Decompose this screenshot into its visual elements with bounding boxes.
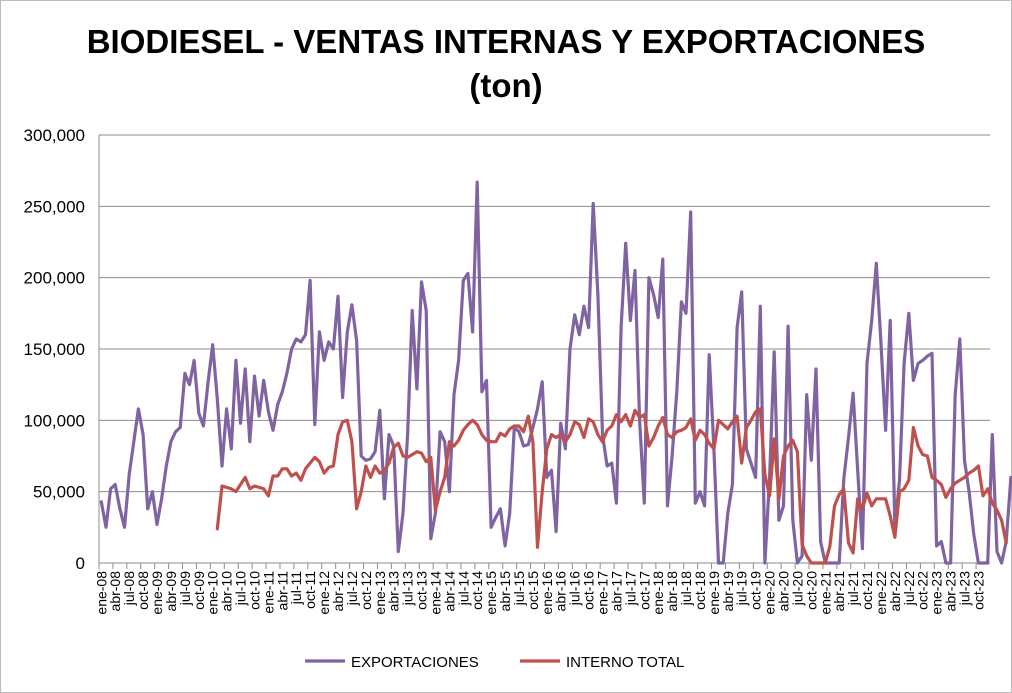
- series-line-1: [215, 407, 1008, 565]
- x-tick-label: jul-10: [233, 571, 249, 606]
- x-tick-label: abr-22: [887, 571, 903, 612]
- x-tick-label: oct-09: [191, 571, 207, 610]
- x-tick-label: ene-10: [205, 571, 221, 615]
- x-tick-label: oct-08: [135, 571, 151, 610]
- x-tick-label: oct-11: [302, 571, 318, 609]
- x-tick-label: abr-15: [497, 571, 513, 612]
- x-tick-label: ene-22: [873, 571, 889, 615]
- x-tick-label: jul-23: [956, 571, 972, 606]
- legend: EXPORTACIONES INTERNO TOTAL: [305, 654, 684, 671]
- x-tick-label: abr-09: [163, 571, 179, 612]
- x-tick-label: abr-19: [720, 571, 736, 612]
- x-tick-label: jul-08: [121, 571, 137, 606]
- x-tick-label: ene-21: [817, 571, 833, 615]
- x-tick-label: abr-13: [386, 571, 402, 612]
- x-tick-label: abr-14: [441, 571, 457, 612]
- x-tick-label: oct-20: [803, 571, 819, 610]
- x-tick-label: ene-17: [595, 571, 611, 615]
- x-tick-label: abr-23: [943, 571, 959, 612]
- x-tick-label: oct-22: [915, 571, 931, 610]
- y-tick-label: 300,000: [24, 126, 85, 145]
- x-tick-label: jul-11: [288, 571, 304, 605]
- x-tick-label: oct-10: [246, 571, 262, 610]
- y-tick-label: 50,000: [33, 483, 85, 502]
- y-tick-label: 250,000: [24, 197, 85, 216]
- chart-title-line: BIODIESEL - VENTAS INTERNAS Y EXPORTACIO…: [86, 23, 926, 60]
- x-tick-label: jul-20: [789, 571, 805, 606]
- x-tick-label: oct-12: [358, 571, 374, 610]
- x-tick-label: ene-23: [929, 571, 945, 615]
- chart-subtitle: (ton): [469, 67, 543, 104]
- series-lines: [99, 180, 1012, 565]
- legend-label-0: EXPORTACIONES: [351, 654, 479, 671]
- x-tick-label: ene-20: [762, 571, 778, 615]
- x-tick-label: jul-22: [901, 571, 917, 606]
- x-tick-label: oct-23: [970, 571, 986, 610]
- y-tick-label: 100,000: [24, 411, 85, 430]
- axes: 0 50,000 100,000 150,000 200,000 250,000 300,0…: [24, 126, 990, 615]
- x-tick-label: oct-18: [692, 571, 708, 610]
- x-tick-label: jul-14: [455, 571, 471, 606]
- x-tick-label: oct-15: [525, 571, 541, 610]
- x-tick-label: jul-12: [344, 571, 360, 606]
- x-tick-label: abr-10: [219, 571, 235, 612]
- x-tick-label: jul-16: [567, 571, 583, 606]
- x-tick-label: jul-13: [400, 571, 416, 606]
- x-tick-label: jul-21: [845, 571, 861, 606]
- x-tick-label: ene-15: [483, 571, 499, 615]
- x-tick-label: abr-08: [107, 571, 123, 612]
- x-tick-label: ene-08: [93, 571, 109, 615]
- x-tick-label: oct-21: [859, 571, 875, 610]
- x-tick-label: ene-09: [149, 571, 165, 615]
- x-tick-label: ene-12: [316, 571, 332, 615]
- x-tick-label: abr-12: [330, 571, 346, 612]
- x-tick-label: jul-17: [622, 571, 638, 606]
- y-tick-label: 150,000: [24, 340, 85, 359]
- x-tick-label: abr-16: [553, 571, 569, 612]
- y-tick-label: 200,000: [24, 269, 85, 288]
- x-tick-label: jul-09: [177, 571, 193, 606]
- x-tick-label: oct-19: [748, 571, 764, 610]
- x-tick-label: abr-17: [608, 571, 624, 612]
- x-tick-label: ene-13: [372, 571, 388, 615]
- x-tick-label: abr-11: [274, 571, 290, 611]
- x-tick-label: oct-13: [414, 571, 430, 610]
- y-tick-label: 0: [76, 554, 85, 573]
- legend-label-1: INTERNO TOTAL: [566, 654, 684, 671]
- x-tick-label: oct-17: [636, 571, 652, 610]
- x-tick-label: abr-18: [664, 571, 680, 612]
- x-tick-label: jul-19: [734, 571, 750, 606]
- x-tick-label: oct-16: [581, 571, 597, 610]
- x-tick-label: oct-14: [469, 571, 485, 610]
- x-tick-label: ene-18: [650, 571, 666, 615]
- x-tick-label: abr-20: [775, 571, 791, 612]
- chart-title: BIODIESEL - VENTAS INTERNAS Y EXPORTACIO…: [0, 20, 1012, 108]
- x-tick-label: jul-18: [678, 571, 694, 606]
- x-tick-label: ene-16: [539, 571, 555, 615]
- x-tick-label: jul-15: [511, 571, 527, 606]
- x-tick-label: ene-19: [706, 571, 722, 615]
- x-tick-label: ene-11: [260, 571, 276, 614]
- x-tick-label: ene-14: [427, 571, 443, 615]
- x-tick-label: abr-21: [831, 571, 847, 612]
- series-line-0: [99, 180, 1012, 565]
